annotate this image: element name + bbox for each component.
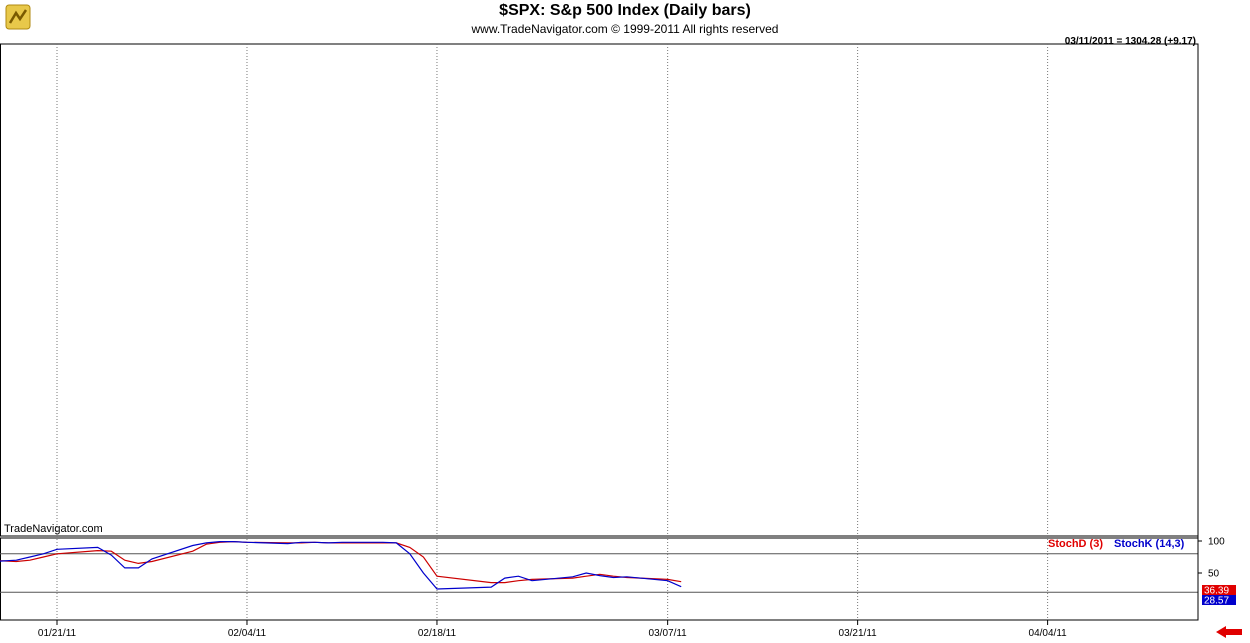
stoch-last-label: 28.57 [1204, 596, 1229, 607]
trade-navigator-logo-icon [5, 4, 31, 30]
stoch-last-box [1202, 595, 1236, 605]
last-price-info: 03/11/2011 = 1304.28 (+9.17) [1064, 36, 1196, 47]
stochk-legend: StochK (14,3) [1114, 538, 1185, 550]
brand-label: TradeNavigator.com [4, 523, 103, 535]
stoch-tick-label: 50 [1208, 569, 1220, 580]
date-tick-label: 03/07/11 [649, 628, 688, 639]
date-tick-label: 03/21/11 [839, 628, 878, 639]
copyright-subtitle: www.TradeNavigator.com © 1999-2011 All r… [471, 22, 779, 36]
date-tick-label: 02/18/11 [418, 628, 457, 639]
stoch-last-label: 36.39 [1204, 586, 1229, 597]
date-tick-label: 02/04/11 [228, 628, 267, 639]
stoch-line [0, 541, 682, 590]
stochd-legend: StochD (3) [1048, 538, 1103, 550]
price-axis: 1265.001270.001275.001280.001285.001290.… [1197, 44, 1199, 620]
chart-title: $SPX: S&p 500 Index (Daily bars) [499, 2, 751, 19]
vertical-gridlines [0, 43, 1199, 621]
date-tick-label: 01/21/11 [38, 628, 77, 639]
stoch-tick-label: 100 [1208, 537, 1225, 548]
scroll-back-arrow-icon[interactable] [1214, 625, 1244, 639]
date-tick-label: 04/04/11 [1029, 628, 1068, 639]
stoch-last-box [1202, 585, 1236, 595]
date-axis: 01/21/11 02/04/11 02/18/11 03/07/11 03/21/11… [38, 620, 1068, 639]
